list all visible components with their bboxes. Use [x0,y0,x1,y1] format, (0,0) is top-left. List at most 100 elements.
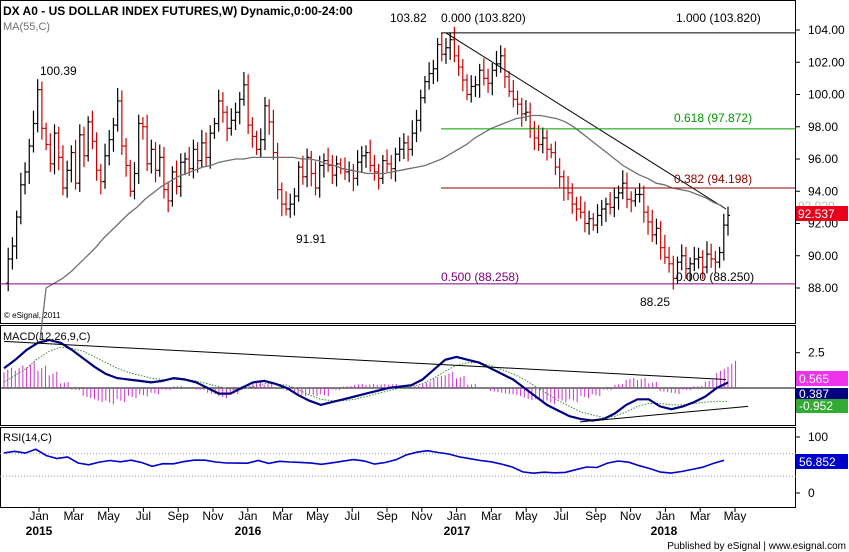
x-month-label: Jan [447,509,466,523]
price-bar [591,213,596,231]
price-bar [717,246,722,268]
price-bar [498,45,503,73]
price-bar [633,188,638,207]
price-bar [477,63,482,98]
price-tick-label: 94.00 [808,184,838,198]
price-bar [385,149,390,172]
price-bar [170,166,175,207]
price-bar [103,143,108,189]
x-month-label: Mar [272,509,293,523]
x-year-label: 2015 [26,524,53,538]
price-bar [44,122,49,151]
rsi-series [0,448,796,477]
price-bar [35,79,40,133]
x-month-label: Mar [481,509,502,523]
price-bar [216,89,221,132]
price-bar [439,32,444,62]
histogram-badge [796,371,848,386]
price-bar [603,197,608,222]
publisher-credit: Published by eSignal | www.esignal.com [667,541,846,552]
price-bar [646,205,651,235]
price-tick-label: 102.00 [808,55,845,69]
price-bar [523,100,528,122]
price-bar [675,256,680,284]
price-bar [10,237,15,270]
annotation-high-2015: 100.39 [40,64,77,78]
price-bar [410,120,415,156]
x-month-label: Nov [620,509,641,523]
price-bar [713,250,718,274]
price-bar [726,206,730,236]
price-bar [284,191,289,216]
price-bar [582,201,587,233]
x-month-label: May [515,509,538,523]
x-month-label: Mar [690,509,711,523]
price-bar [692,246,697,272]
price-bar [161,146,166,199]
price-bar [469,75,474,103]
price-bar [372,154,377,181]
x-month-label: Jul [553,509,568,523]
price-tick-label: 90.00 [808,249,838,263]
price-bar [31,110,36,153]
price-bar [553,141,558,176]
histogram-value: 0.565 [799,372,829,386]
price-bar [473,75,478,97]
price-bar [86,116,91,162]
x-month-label: Jan [29,509,48,523]
price-bar [199,129,204,168]
price-bar [418,89,423,132]
price-bar [507,71,512,97]
price-bar [267,99,272,135]
price-bar [220,92,225,123]
price-bar [368,139,373,172]
price-bar [721,213,726,261]
x-month-label: May [724,509,747,523]
price-bar [616,185,621,210]
price-bar [460,59,465,92]
price-bar [250,117,255,148]
x-month-label: May [97,509,120,523]
price-bar [326,147,331,172]
price-bar [132,162,137,200]
x-month-label: Sep [585,509,607,523]
price-bar [18,172,23,225]
fib-label-382: 0.382 (94.198) [674,172,752,186]
price-bar [624,172,629,209]
price-bar [321,153,326,178]
price-bar [313,161,318,196]
price-bar [502,47,507,89]
price-panel [0,0,796,324]
price-bar [650,209,655,243]
price-bar [545,129,549,161]
price-bar [359,146,364,172]
price-bar [662,234,667,264]
price-bar [595,204,600,234]
price-bar [65,160,70,198]
price-bar [515,90,520,115]
price-tick-label: 88.00 [808,281,838,295]
price-bar [166,181,171,213]
price-bar [296,161,301,202]
price-bar [271,109,276,160]
price-bar [406,135,411,162]
signal-badge [796,399,848,413]
ma-legend-label: MA(55,C) [3,21,50,33]
price-bar [136,114,141,184]
rsi-badge [796,454,848,469]
x-year-label: 2017 [444,524,471,538]
price-bar [334,155,339,187]
price-bar [431,59,436,85]
price-bar [380,154,385,184]
price-bar [288,193,293,218]
price-bar [389,154,394,180]
rsi-tick-label: 100 [808,430,828,444]
price-bar [119,90,124,155]
price-bar [317,155,322,198]
rsi-panel [0,427,796,508]
annotation-high-2016: 103.82 [390,11,427,25]
ma-line-group [39,114,723,341]
price-bar [191,139,196,179]
price-bar [27,138,32,184]
price-bar [486,68,491,93]
